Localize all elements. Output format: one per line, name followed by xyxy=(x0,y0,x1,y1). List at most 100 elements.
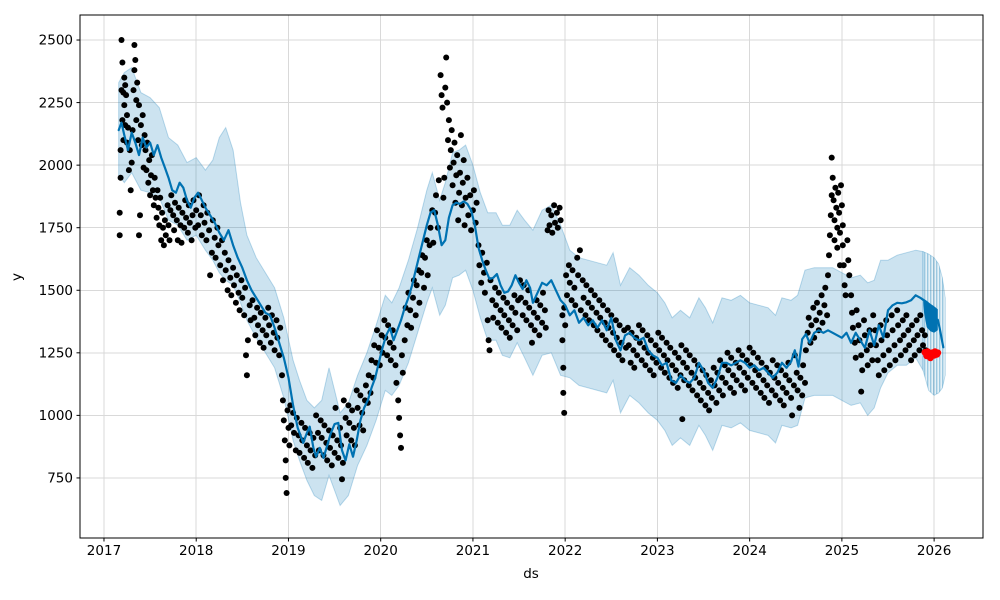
x-tick-label: 2026 xyxy=(917,543,951,559)
axis-ticks: 2017 2018 2019 2020 2021 2022 2023 2024 2025 2026… xyxy=(39,33,952,559)
data-point xyxy=(619,357,626,364)
data-point xyxy=(903,312,910,319)
data-point xyxy=(636,322,642,329)
data-point xyxy=(544,227,551,234)
data-point xyxy=(534,314,541,321)
data-point xyxy=(342,414,349,421)
data-point xyxy=(608,312,615,319)
x-tick-label: 2023 xyxy=(640,543,674,559)
data-point xyxy=(345,402,352,409)
data-point xyxy=(137,122,144,129)
data-point xyxy=(602,337,609,344)
data-point xyxy=(664,357,671,364)
data-point xyxy=(117,147,124,154)
data-point xyxy=(427,224,434,231)
data-point xyxy=(395,397,402,404)
data-point xyxy=(328,462,335,469)
data-point xyxy=(445,117,452,124)
data-point xyxy=(794,387,801,394)
data-point xyxy=(563,272,570,279)
data-point xyxy=(793,369,800,376)
data-point xyxy=(164,202,171,209)
data-point xyxy=(139,112,146,119)
forecast-point xyxy=(934,349,942,357)
data-point xyxy=(160,242,167,249)
data-point xyxy=(271,347,278,354)
data-point xyxy=(728,354,735,361)
actual-points-layer xyxy=(116,37,929,496)
data-point xyxy=(239,294,246,301)
data-point xyxy=(186,219,193,226)
data-point xyxy=(230,264,237,271)
data-point xyxy=(566,279,573,286)
data-point xyxy=(800,362,807,369)
data-point xyxy=(446,164,453,171)
data-point xyxy=(519,312,526,319)
data-point xyxy=(485,337,492,344)
data-point xyxy=(236,307,243,314)
data-point xyxy=(131,67,138,74)
data-point xyxy=(738,382,745,389)
data-point xyxy=(217,262,224,269)
data-point xyxy=(277,324,284,331)
data-point xyxy=(331,449,338,456)
data-point xyxy=(397,432,404,439)
x-tick-label: 2025 xyxy=(825,543,859,559)
data-point xyxy=(531,327,538,334)
data-point xyxy=(548,212,555,219)
x-tick-label: 2020 xyxy=(364,543,398,559)
data-point xyxy=(251,314,258,321)
data-point xyxy=(401,337,408,344)
data-point xyxy=(838,202,845,209)
data-point xyxy=(118,37,125,43)
data-point xyxy=(408,324,415,331)
data-point xyxy=(124,112,130,119)
data-point xyxy=(889,327,896,334)
data-point xyxy=(494,319,501,326)
data-point xyxy=(585,299,592,306)
data-point xyxy=(357,392,364,399)
data-point xyxy=(733,377,740,384)
data-point xyxy=(398,352,405,359)
data-point xyxy=(121,102,128,109)
data-point xyxy=(827,212,834,219)
data-point xyxy=(133,97,140,104)
data-point xyxy=(495,289,502,296)
data-point xyxy=(303,442,310,449)
data-point xyxy=(457,132,464,139)
data-point xyxy=(741,369,748,376)
data-point xyxy=(448,127,455,134)
data-point xyxy=(897,337,903,344)
data-point xyxy=(181,224,188,231)
data-point xyxy=(757,389,764,396)
data-point xyxy=(706,407,713,414)
data-point xyxy=(183,214,190,221)
data-point xyxy=(170,212,177,219)
data-point xyxy=(736,364,743,371)
data-point xyxy=(362,382,369,389)
data-point xyxy=(462,194,469,201)
data-point xyxy=(136,232,142,239)
data-point xyxy=(549,229,556,236)
x-tick-label: 2021 xyxy=(456,543,490,559)
data-point xyxy=(782,372,789,379)
data-point xyxy=(624,324,631,331)
data-point xyxy=(647,337,654,344)
data-point xyxy=(489,297,496,304)
data-point xyxy=(840,262,847,269)
data-point xyxy=(744,374,751,381)
y-tick-label: 1500 xyxy=(39,283,73,299)
data-point xyxy=(449,182,456,189)
data-point xyxy=(799,392,806,399)
data-point xyxy=(298,419,305,426)
data-point xyxy=(616,322,623,329)
data-point xyxy=(786,377,793,384)
data-point xyxy=(634,352,641,359)
data-point xyxy=(167,207,174,214)
data-point xyxy=(257,309,264,316)
data-point xyxy=(660,352,667,359)
data-point xyxy=(910,337,917,344)
data-point xyxy=(260,344,267,351)
y-tick-label: 2500 xyxy=(39,33,73,49)
